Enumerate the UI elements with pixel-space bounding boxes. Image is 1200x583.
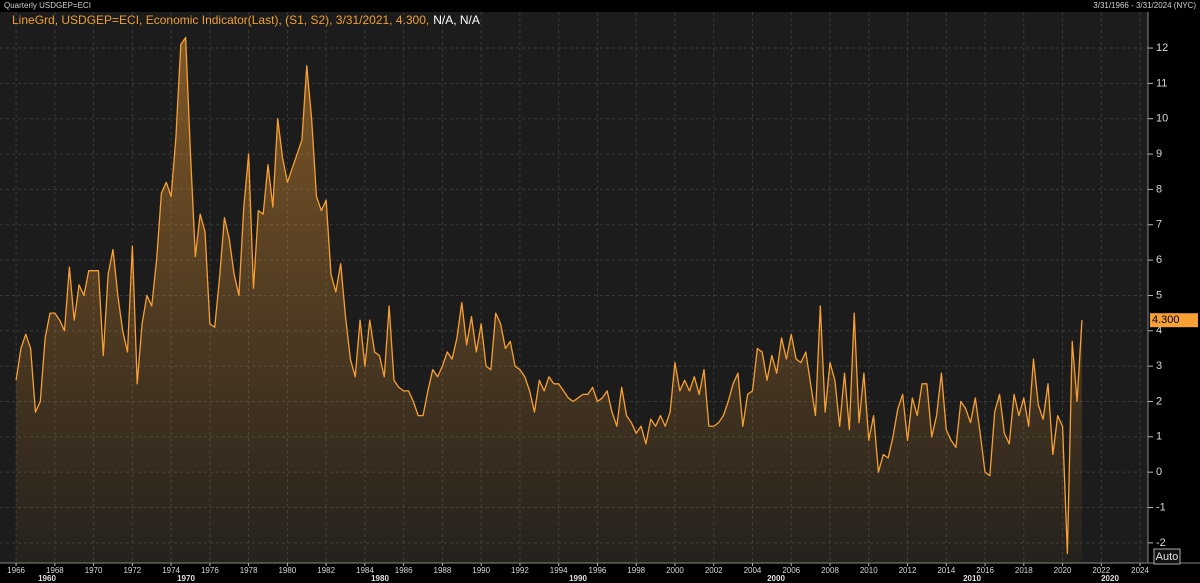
y-tick-label: 5	[1156, 289, 1162, 301]
x-tick-label: 2012	[899, 566, 917, 575]
x-tick-label: 2024	[1131, 566, 1149, 575]
y-tick-label: 10	[1156, 113, 1168, 125]
x-tick-label: 1990	[472, 566, 490, 575]
x-tick-label: 1966	[7, 566, 25, 575]
date-range: 3/31/1966 - 3/31/2024 (NYC)	[1093, 1, 1196, 10]
x-tick-label: 1984	[356, 566, 374, 575]
y-tick-label: 2	[1156, 395, 1162, 407]
x-tick-label: 1982	[317, 566, 335, 575]
x-tick-label: 2000	[666, 566, 684, 575]
x-decade-label: 2010	[963, 574, 981, 583]
x-tick-label: 2022	[1092, 566, 1110, 575]
x-tick-label: 1994	[550, 566, 568, 575]
x-tick-label: 2018	[1015, 566, 1033, 575]
x-tick-label: 1988	[434, 566, 452, 575]
y-tick-label: 7	[1156, 219, 1162, 231]
x-tick-label: 1992	[511, 566, 529, 575]
x-decade-label: 1980	[371, 574, 389, 583]
x-tick-label: 1986	[395, 566, 413, 575]
y-tick-label: 1	[1156, 431, 1162, 443]
auto-button[interactable]	[1153, 548, 1181, 565]
y-tick-label: -2	[1156, 537, 1166, 549]
y-tick-label: 6	[1156, 254, 1162, 266]
x-tick-label: 2010	[860, 566, 878, 575]
x-tick-label: 2004	[744, 566, 762, 575]
x-tick-label: 1972	[123, 566, 141, 575]
legend-na: N/A, N/A	[433, 13, 480, 27]
x-decade-label: 1990	[569, 574, 587, 583]
y-tick-label: 12	[1156, 42, 1168, 54]
legend-entry: LineGrd, USDGEP=ECI, Economic Indicator(…	[12, 13, 429, 27]
y-tick-label: 9	[1156, 148, 1162, 160]
x-tick-label: 2016	[976, 566, 994, 575]
y-tick-label: 11	[1156, 77, 1167, 89]
x-decade-label: 1970	[177, 574, 195, 583]
y-tick-label: 0	[1156, 466, 1162, 478]
y-tick-label: -1	[1156, 501, 1166, 513]
x-tick-label: 1978	[240, 566, 258, 575]
marks	[15, 36, 1083, 563]
x-decade-label: 2000	[767, 574, 785, 583]
x-decade-label: 1960	[38, 574, 56, 583]
x-tick-label: 2008	[821, 566, 839, 575]
area	[16, 37, 1082, 563]
x-tick-label: 1974	[162, 566, 180, 575]
y-tick-label: 3	[1156, 360, 1162, 372]
last-value-tag	[1150, 313, 1198, 328]
x-tick-label: 2002	[705, 566, 723, 575]
x-tick-label: 1996	[589, 566, 607, 575]
x-decade-label: 2020	[1101, 574, 1119, 583]
x-tick-label: 1970	[85, 566, 103, 575]
y-tick-label: 8	[1156, 183, 1162, 195]
x-tick-label: 2014	[937, 566, 955, 575]
x-tick-label: 1998	[627, 566, 645, 575]
x-tick-label: 1976	[201, 566, 219, 575]
header: Quarterly USDGEP=ECI	[4, 1, 91, 10]
auto-button-label[interactable]: Auto	[1156, 551, 1179, 563]
line	[15, 36, 1083, 555]
y-tick-label: 4	[1156, 325, 1162, 337]
last-value-label: 4.300	[1152, 314, 1180, 326]
x-tick-label: 2006	[782, 566, 800, 575]
x-tick-label: 1968	[46, 566, 64, 575]
x-tick-label: 2020	[1054, 566, 1072, 575]
x-tick-label: 1980	[278, 566, 296, 575]
